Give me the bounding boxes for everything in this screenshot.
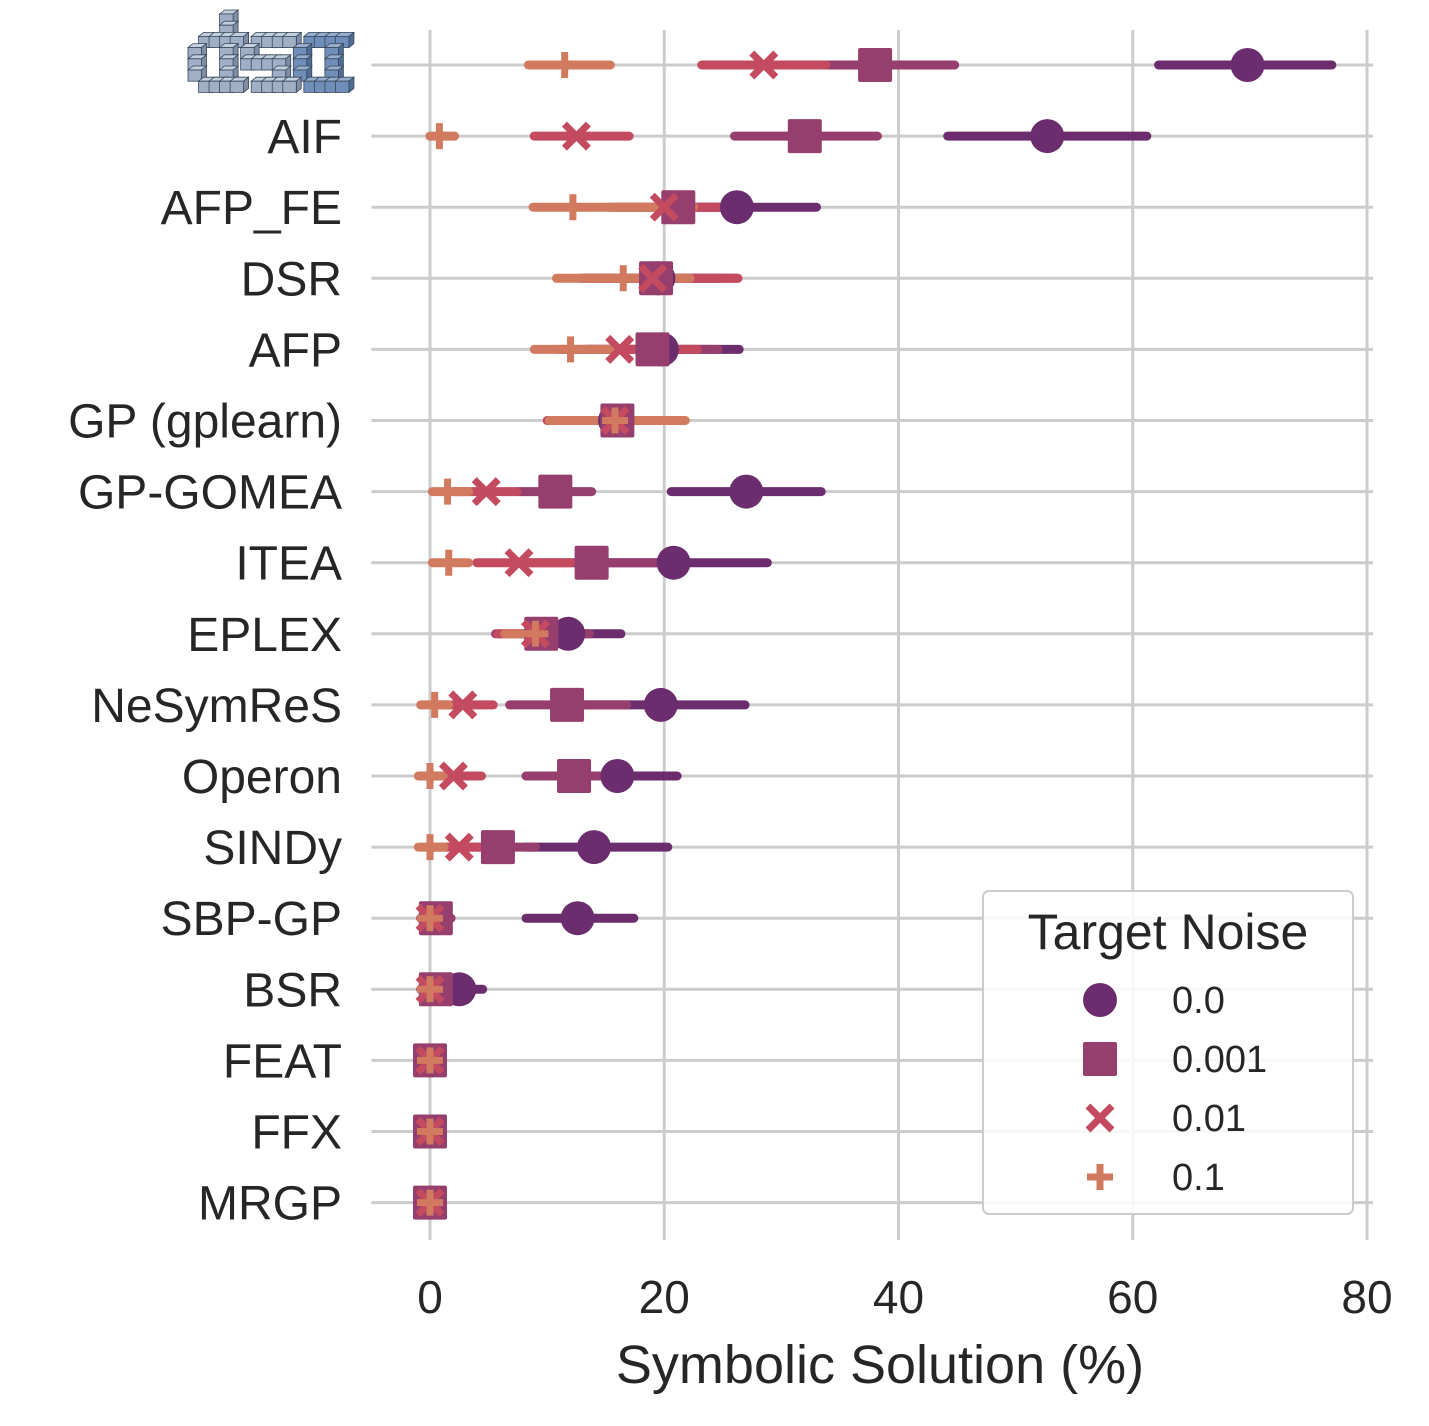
point-sbp-gp-0.1	[417, 905, 443, 932]
point-dso-0.1	[551, 52, 578, 78]
point-afp-fe-0.1	[559, 194, 586, 221]
x-axis-tick-labels: 0 20 40 60 80	[417, 1271, 1392, 1323]
y-label-sindy: SINDy	[203, 822, 342, 875]
y-label-dsr: DSR	[241, 253, 342, 306]
point-gp-gomea-0.001	[538, 474, 573, 509]
marker-series-0.1	[417, 52, 637, 1216]
point-operon-0.0	[600, 759, 635, 793]
point-itea-0.01	[504, 548, 534, 578]
y-label-afp-fe: AFP_FE	[161, 182, 342, 235]
point-mrgp-0.1	[417, 1189, 443, 1216]
y-label-bsr: BSR	[243, 964, 342, 1017]
legend: Target Noise 0.0 0.001 0.01 0.1	[982, 890, 1354, 1215]
point-nesymres-0.001	[550, 687, 585, 722]
legend-marker-0.001	[1083, 1042, 1117, 1076]
x-tick-label-60: 60	[1107, 1271, 1158, 1323]
legend-marker-0.01	[1085, 1103, 1115, 1133]
y-label-sbp-gp: SBP-GP	[161, 893, 342, 946]
legend-frame	[982, 890, 1354, 1215]
legend-entries: 0.0 0.001 0.01 0.1	[1083, 980, 1267, 1199]
y-label-ffx: FFX	[251, 1107, 342, 1160]
point-gp-gplearn-0.1	[602, 407, 629, 434]
y-label-gp-gomea: GP-GOMEA	[78, 467, 342, 520]
point-operon-0.1	[417, 763, 443, 789]
point-nesymres-0.01	[448, 690, 478, 720]
legend-marker-0.0	[1083, 983, 1117, 1017]
x-tick-label-40: 40	[873, 1271, 924, 1323]
legend-label-0.1: 0.1	[1172, 1157, 1225, 1199]
point-sindy-0.0	[576, 830, 611, 865]
logo-cube-front	[229, 80, 245, 93]
y-axis-category-labels: AIF AFP_FE DSR AFP GP (gplearn) GP-GOMEA ITEA E…	[68, 111, 342, 1231]
x-tick-label-0: 0	[417, 1271, 443, 1323]
y-label-afp: AFP	[249, 324, 342, 377]
point-sindy-0.1	[417, 834, 443, 861]
point-sindy-0.001	[480, 830, 515, 865]
logo-cube-front	[187, 69, 202, 82]
legend-label-0.01: 0.01	[1172, 1098, 1246, 1140]
point-dso-0.001	[858, 48, 893, 82]
x-tick-label-20: 20	[639, 1271, 690, 1323]
point-nesymres-0.0	[643, 687, 678, 722]
y-label-gp-gplearn: GP (gplearn)	[68, 396, 342, 449]
point-gp-gomea-0.0	[729, 474, 764, 509]
logo-cube-front	[282, 80, 297, 93]
y-label-aif: AIF	[267, 111, 342, 164]
point-dso-0.01	[749, 50, 779, 80]
point-aif-0.01	[561, 121, 591, 151]
point-sindy-0.01	[444, 832, 474, 862]
point-ffx-0.1	[417, 1118, 443, 1145]
legend-marker-0.1	[1087, 1164, 1113, 1190]
point-operon-0.001	[557, 759, 592, 793]
legend-label-0.001: 0.001	[1172, 1039, 1267, 1081]
data-markers	[413, 48, 1265, 1220]
point-eplex-0.1	[522, 620, 549, 647]
logo-cube-front	[335, 80, 350, 93]
point-afp-0.01	[605, 334, 635, 364]
point-dsr-0.01	[638, 263, 668, 293]
point-feat-0.1	[417, 1047, 443, 1074]
point-itea-0.0	[656, 545, 691, 580]
y-label-itea: ITEA	[235, 538, 342, 591]
point-aif-0.1	[426, 123, 453, 150]
point-aif-0.001	[787, 119, 822, 154]
point-afp-0.001	[635, 332, 670, 367]
x-axis-title: Symbolic Solution (%)	[616, 1335, 1144, 1395]
y-label-feat: FEAT	[223, 1035, 342, 1088]
point-dso-0.0	[1230, 48, 1265, 82]
logo-cube-front	[282, 36, 297, 49]
point-nesymres-0.1	[421, 691, 448, 718]
point-afp-fe-0.01	[649, 192, 679, 222]
dso-logo	[186, 9, 356, 94]
legend-title: Target Noise	[1028, 904, 1309, 960]
point-eplex-0.0	[551, 616, 586, 651]
point-bsr-0.1	[417, 976, 443, 1003]
point-afp-fe-0.0	[719, 190, 754, 225]
y-label-eplex: EPLEX	[187, 609, 342, 662]
legend-label-0.0: 0.0	[1172, 980, 1225, 1022]
point-dsr-0.1	[610, 265, 637, 292]
x-tick-label-80: 80	[1341, 1271, 1392, 1323]
point-itea-0.001	[574, 545, 609, 580]
point-gp-gomea-0.01	[471, 477, 501, 507]
point-itea-0.1	[435, 549, 462, 576]
y-label-operon: Operon	[182, 751, 342, 804]
point-afp-0.1	[557, 336, 584, 363]
point-aif-0.0	[1030, 119, 1065, 154]
y-label-mrgp: MRGP	[198, 1178, 342, 1231]
point-sbp-gp-0.0	[560, 901, 595, 936]
y-label-nesymres: NeSymReS	[91, 680, 342, 733]
point-operon-0.01	[438, 761, 468, 791]
marker-series-0.0	[413, 48, 1265, 1220]
point-gp-gomea-0.1	[434, 478, 461, 505]
